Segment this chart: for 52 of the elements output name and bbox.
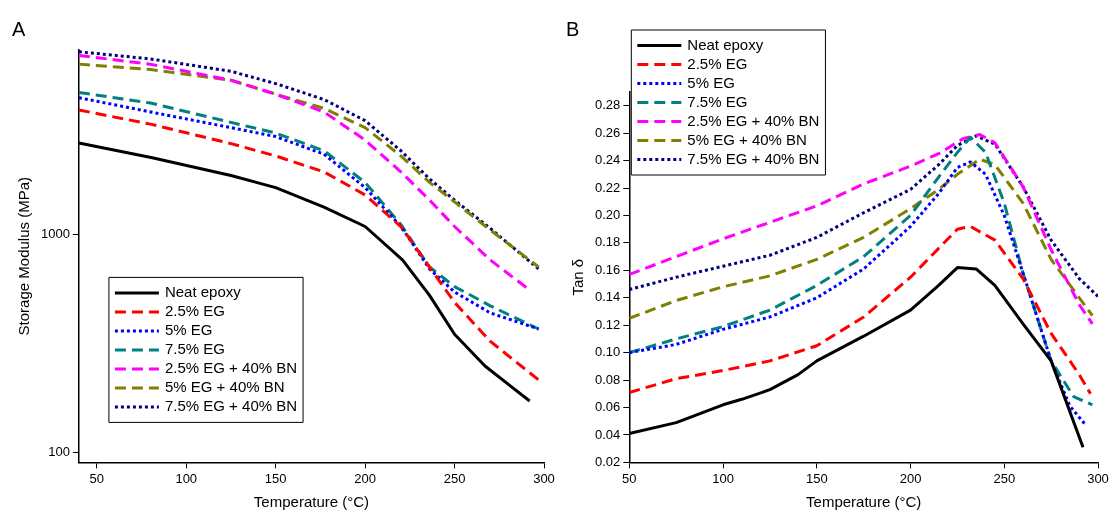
y-axis-title: Storage Modulus (MPa) [15,177,33,336]
legend-label: 2.5% EG + 40% BN [687,111,820,129]
y-tick-label: 0.28 [594,97,621,113]
legend-label: 5% EG [164,321,213,339]
y-tick-label: 0.14 [594,289,621,305]
x-tick-label: 300 [533,470,555,486]
y-tick-label: 0.20 [594,207,621,223]
legend-label: 2.5% EG [164,302,225,320]
legend-label: 2.5% EG + 40% BN [164,359,298,377]
x-tick-label: 100 [175,470,198,486]
legend-label: 5% EG + 40% BN [164,378,285,396]
line-series [629,224,1092,396]
y-tick-label: 1000 [41,225,70,241]
y-tick-label: 0.06 [594,399,621,415]
x-tick-label: 250 [443,470,466,486]
x-tick-label: 250 [993,470,1016,486]
x-tick-label: 100 [712,470,734,486]
y-tick-label: 0.08 [594,371,621,387]
chart-title: A [12,17,26,40]
y-axis-title: Tan δ [569,258,587,296]
chart-title: B [566,17,580,40]
y-tick-label: 0.12 [594,316,621,332]
y-tick-label: 0.24 [594,152,621,168]
y-tick-label: 0.26 [594,124,621,140]
line-series [78,108,541,382]
y-tick-label: 0.18 [594,234,621,250]
legend-label: 5% EG + 40% BN [687,130,807,148]
x-tick-label: 50 [89,470,105,486]
x-tick-label: 200 [899,470,922,486]
legend-label: 2.5% EG [687,54,748,72]
y-tick-label: 0.10 [594,344,621,360]
x-tick-label: 150 [805,470,828,486]
y-tick-label: 0.22 [594,179,621,195]
legend-label: 7.5% EG [687,92,748,110]
line-series [629,135,1094,407]
legend-label: Neat epoxy [687,35,764,53]
y-tick-label: 0.02 [594,453,621,469]
x-tick-label: 200 [354,470,376,486]
y-tick-label: 0.04 [594,426,621,442]
line-series [629,133,1094,326]
y-tick-label: 0.16 [594,261,621,277]
x-tick-label: 50 [622,470,637,486]
legend-label: 7.5% EG + 40% BN [164,397,298,415]
x-axis-title: Temperature (°C) [253,493,370,511]
line-series [629,134,1098,298]
legend-label: 5% EG [687,73,735,91]
x-tick-label: 150 [264,470,287,486]
x-tick-label: 300 [1087,470,1109,486]
legend-label: 7.5% EG + 40% BN [687,149,820,167]
x-axis-title: Temperature (°C) [806,493,922,511]
legend-label: Neat epoxy [164,283,242,301]
legend-label: 7.5% EG [164,340,225,358]
